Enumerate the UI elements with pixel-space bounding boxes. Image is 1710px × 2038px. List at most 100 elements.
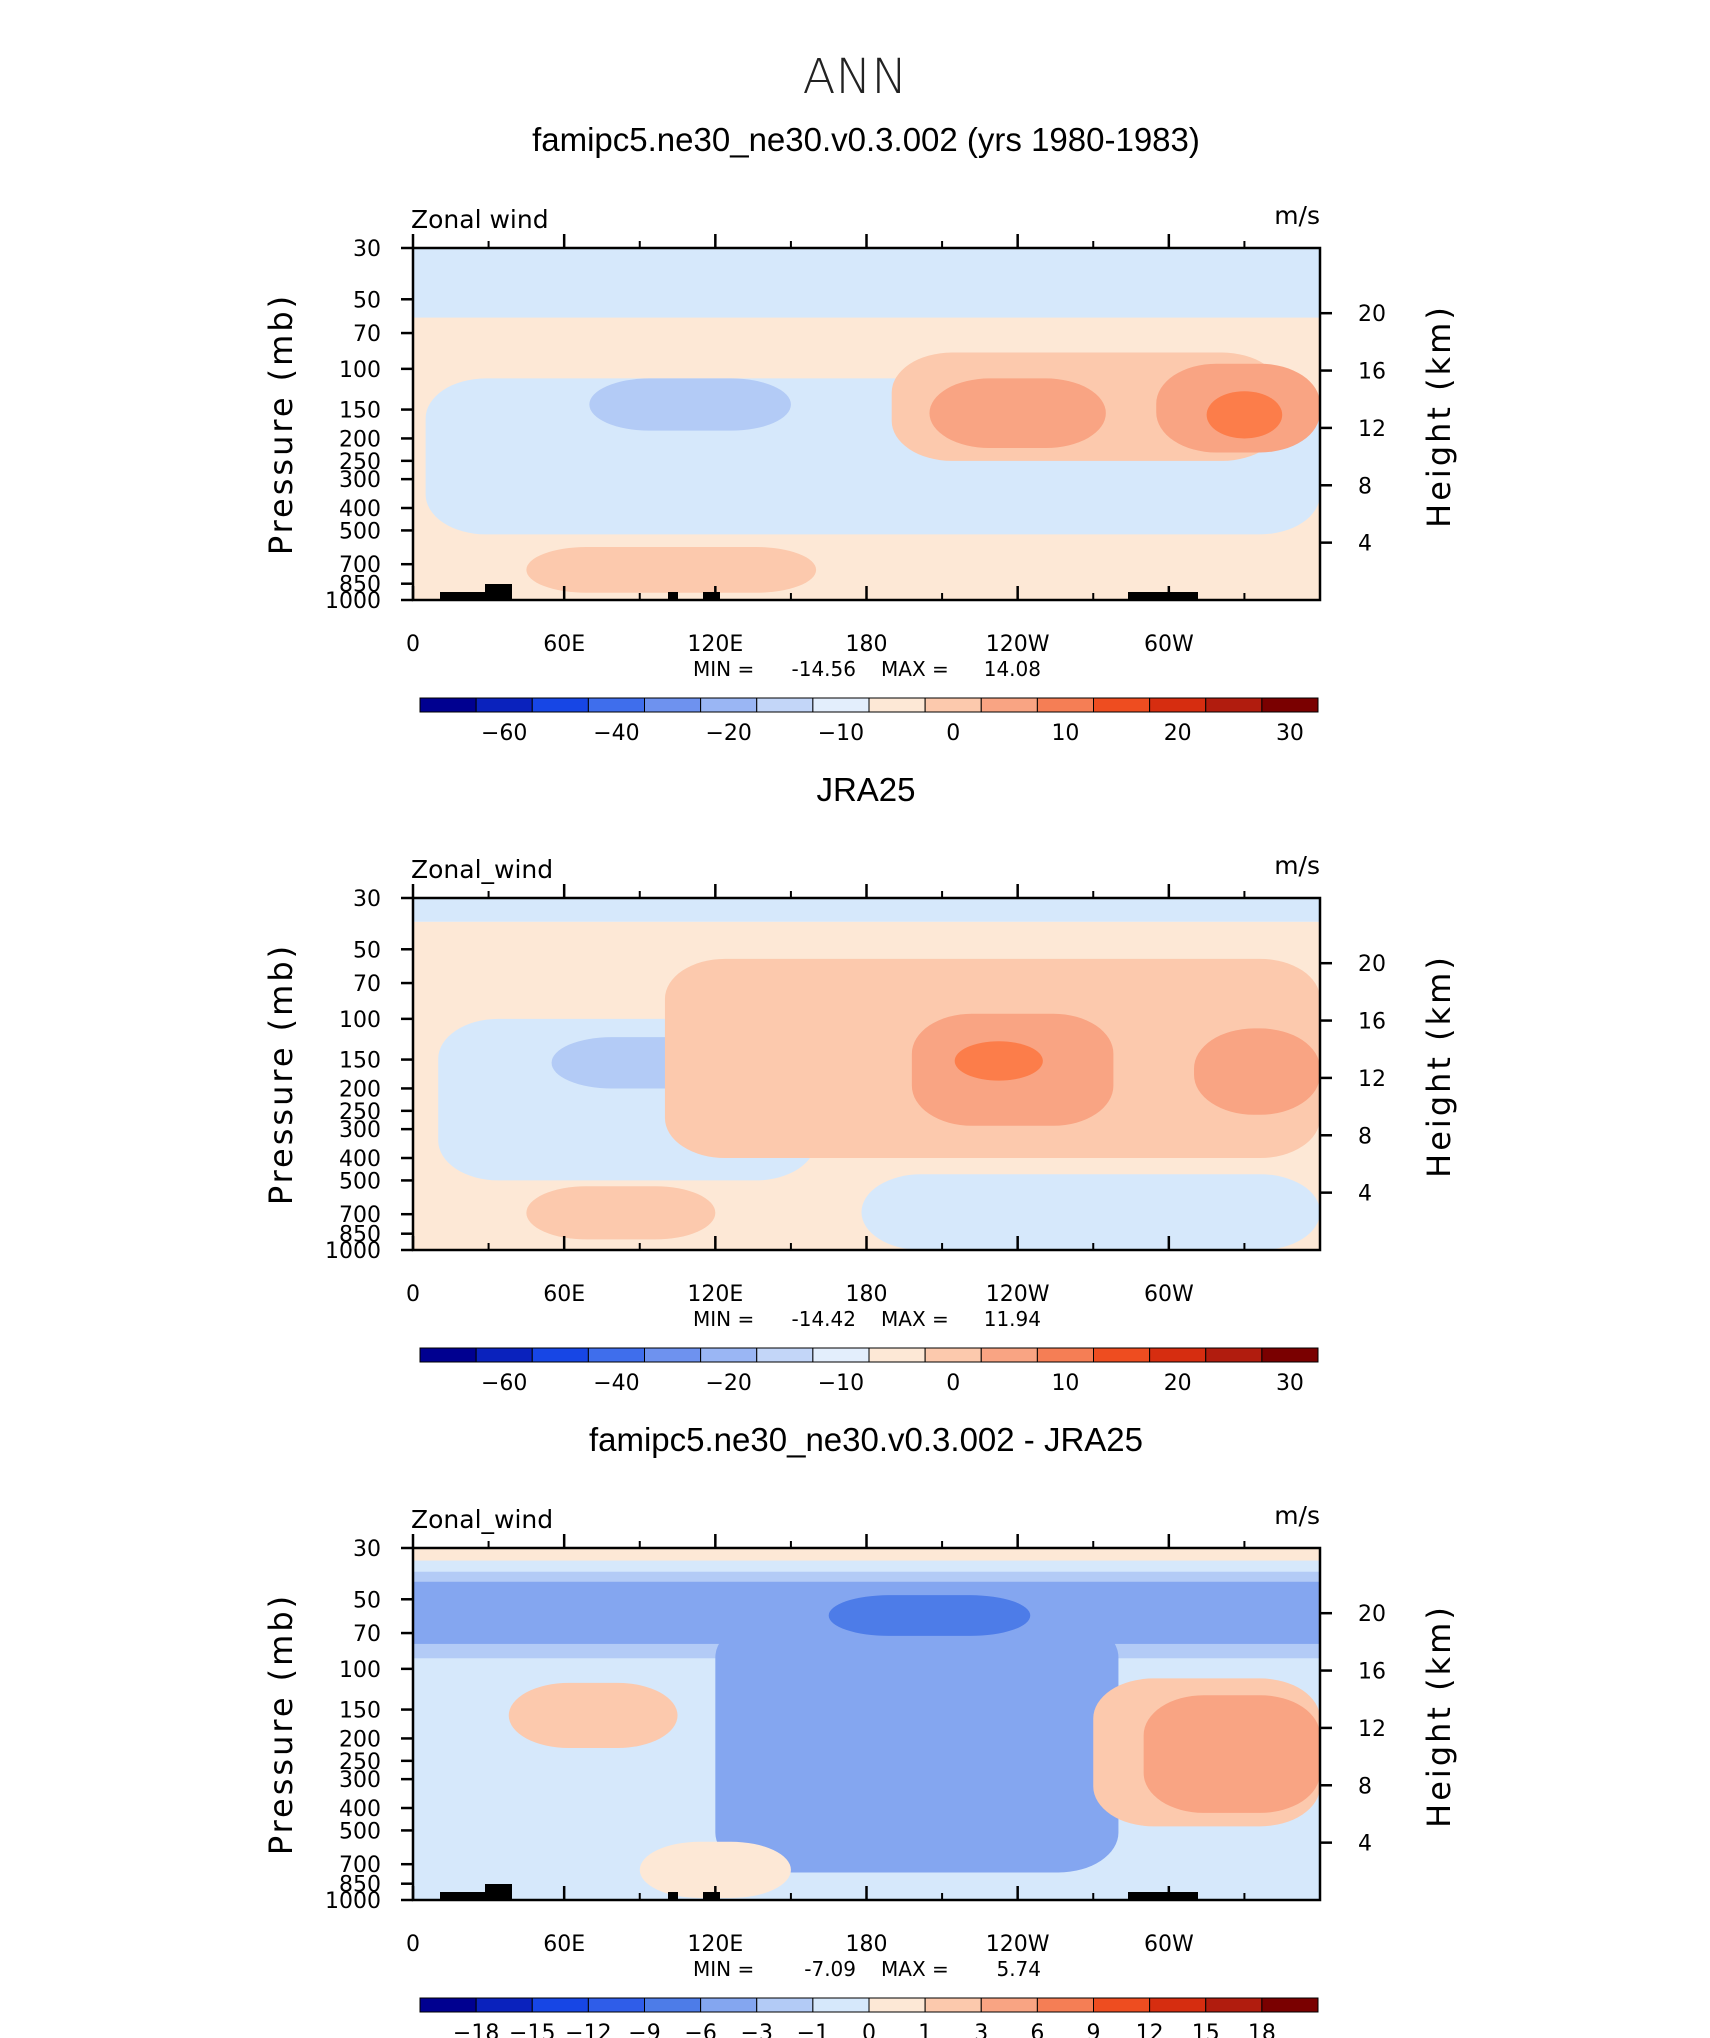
contour-region-5 [526, 547, 817, 593]
y-tick-label: 1000 [325, 1239, 381, 1264]
colorbar-label: −3 [741, 2021, 773, 2038]
x-tick-label: 120W [986, 632, 1050, 657]
colorbar-label: 9 [1087, 2021, 1101, 2038]
y-tick-label: 30 [353, 1537, 381, 1562]
y-tick-label: 250 [339, 1100, 381, 1125]
height-tick-label: 12 [1358, 1067, 1386, 1092]
colorbar-box [1093, 1997, 1151, 2013]
colorbar-label: 15 [1192, 2021, 1220, 2038]
colorbar-box [1261, 1997, 1319, 2013]
colorbar-label: −60 [481, 1371, 527, 1396]
colorbar-label: 30 [1276, 1371, 1304, 1396]
land-block [485, 584, 512, 600]
colorbar-label: 1 [918, 2021, 932, 2038]
colorbar-box [812, 1997, 870, 2013]
x-tick-label: 180 [846, 1932, 888, 1957]
variable-label: Zonal_wind [411, 855, 553, 884]
colorbar-label: 10 [1051, 721, 1079, 746]
y-tick-label: 500 [339, 1169, 381, 1194]
colorbar-label: −40 [593, 721, 639, 746]
contour-region-5 [526, 1186, 716, 1240]
y-tick-label: 50 [353, 938, 381, 963]
variable-label: Zonal_wind [411, 1505, 553, 1534]
colorbar-label: −1 [797, 2021, 829, 2038]
x-tick-label: 60E [543, 1932, 585, 1957]
y-tick-label: 150 [339, 1699, 381, 1724]
colorbar-box [1149, 1997, 1207, 2013]
x-tick-label: 120E [687, 1282, 743, 1307]
height-tick-label: 20 [1358, 1602, 1386, 1627]
contour-region--5 [861, 1174, 1320, 1250]
contour-region-15 [954, 1041, 1043, 1081]
y-tick-label: 30 [353, 887, 381, 912]
y-tick-label: 100 [339, 358, 381, 383]
y-tick-label: 400 [339, 1147, 381, 1172]
colorbar-box [644, 1997, 702, 2013]
colorbar-label: −20 [705, 721, 751, 746]
colorbar-label: 0 [862, 2021, 876, 2038]
colorbar-box [924, 1347, 982, 1363]
height-tick-label: 8 [1358, 1124, 1372, 1149]
colorbar-label: 12 [1136, 2021, 1164, 2038]
y-tick-label: 850 [339, 1223, 381, 1248]
height-tick-label: 16 [1358, 1010, 1386, 1035]
x-tick-label: 120W [986, 1282, 1050, 1307]
topography [440, 1884, 1198, 1900]
colorbar-label: 20 [1164, 1371, 1192, 1396]
height-tick-label: 12 [1358, 1717, 1386, 1742]
colorbar-box [980, 1347, 1038, 1363]
y-tick-label: 100 [339, 1008, 381, 1033]
y-tick-label: 500 [339, 519, 381, 544]
colorbar-box [531, 1997, 589, 2013]
colorbar-box [531, 1347, 589, 1363]
max-label: MAX = [881, 1307, 949, 1331]
colorbar-box [700, 1347, 758, 1363]
land-block [668, 1892, 678, 1900]
colorbar-box [475, 697, 533, 713]
colorbar: −60 −40 −20 −10 0 10 20 30 [419, 697, 1319, 746]
colorbar-box [924, 1997, 982, 2013]
y-tick-label: 150 [339, 1049, 381, 1074]
colorbar-box [1036, 697, 1094, 713]
figure-title: ANN [803, 49, 908, 105]
y-axis-title: Pressure (mb) [262, 293, 300, 555]
x-tick-label: 120W [986, 1932, 1050, 1957]
colorbar-box [980, 1997, 1038, 2013]
units-label: m/s [1274, 201, 1320, 230]
y-tick-label: 50 [353, 288, 381, 313]
x-tick-label: 60E [543, 1282, 585, 1307]
colorbar-label: −6 [684, 2021, 716, 2038]
colorbar-box [475, 1347, 533, 1363]
height-tick-label: 20 [1358, 952, 1386, 977]
colorbar-box [868, 1997, 926, 2013]
land-block [703, 592, 720, 600]
y-tick-label: 700 [339, 1853, 381, 1878]
colorbar-box [1149, 1347, 1207, 1363]
colorbar-box [644, 697, 702, 713]
colorbar-label: 6 [1030, 2021, 1044, 2038]
y2-axis-title: Height (km) [1420, 304, 1458, 528]
colorbar-label: 10 [1051, 1371, 1079, 1396]
colorbar-box [756, 697, 814, 713]
colorbar-label: 3 [974, 2021, 988, 2038]
y-tick-label: 1000 [325, 1889, 381, 1914]
height-tick-label: 20 [1358, 302, 1386, 327]
units-label: m/s [1274, 851, 1320, 880]
min-value: -14.42 [792, 1307, 856, 1331]
colorbar-box [1036, 1347, 1094, 1363]
colorbar-box [587, 1347, 645, 1363]
y-tick-label: 500 [339, 1819, 381, 1844]
y-axis-title: Pressure (mb) [262, 943, 300, 1205]
x-tick-label: 0 [406, 632, 420, 657]
colorbar-box [756, 1997, 814, 2013]
x-tick-label: 120E [687, 1932, 743, 1957]
contour-region--5 [413, 898, 1320, 922]
max-label: MAX = [881, 1957, 949, 1981]
height-tick-label: 4 [1358, 532, 1372, 557]
land-block [668, 592, 678, 600]
y-tick-label: 700 [339, 553, 381, 578]
y2-axis-title: Height (km) [1420, 954, 1458, 1178]
x-tick-label: 0 [406, 1282, 420, 1307]
max-label: MAX = [881, 657, 949, 681]
